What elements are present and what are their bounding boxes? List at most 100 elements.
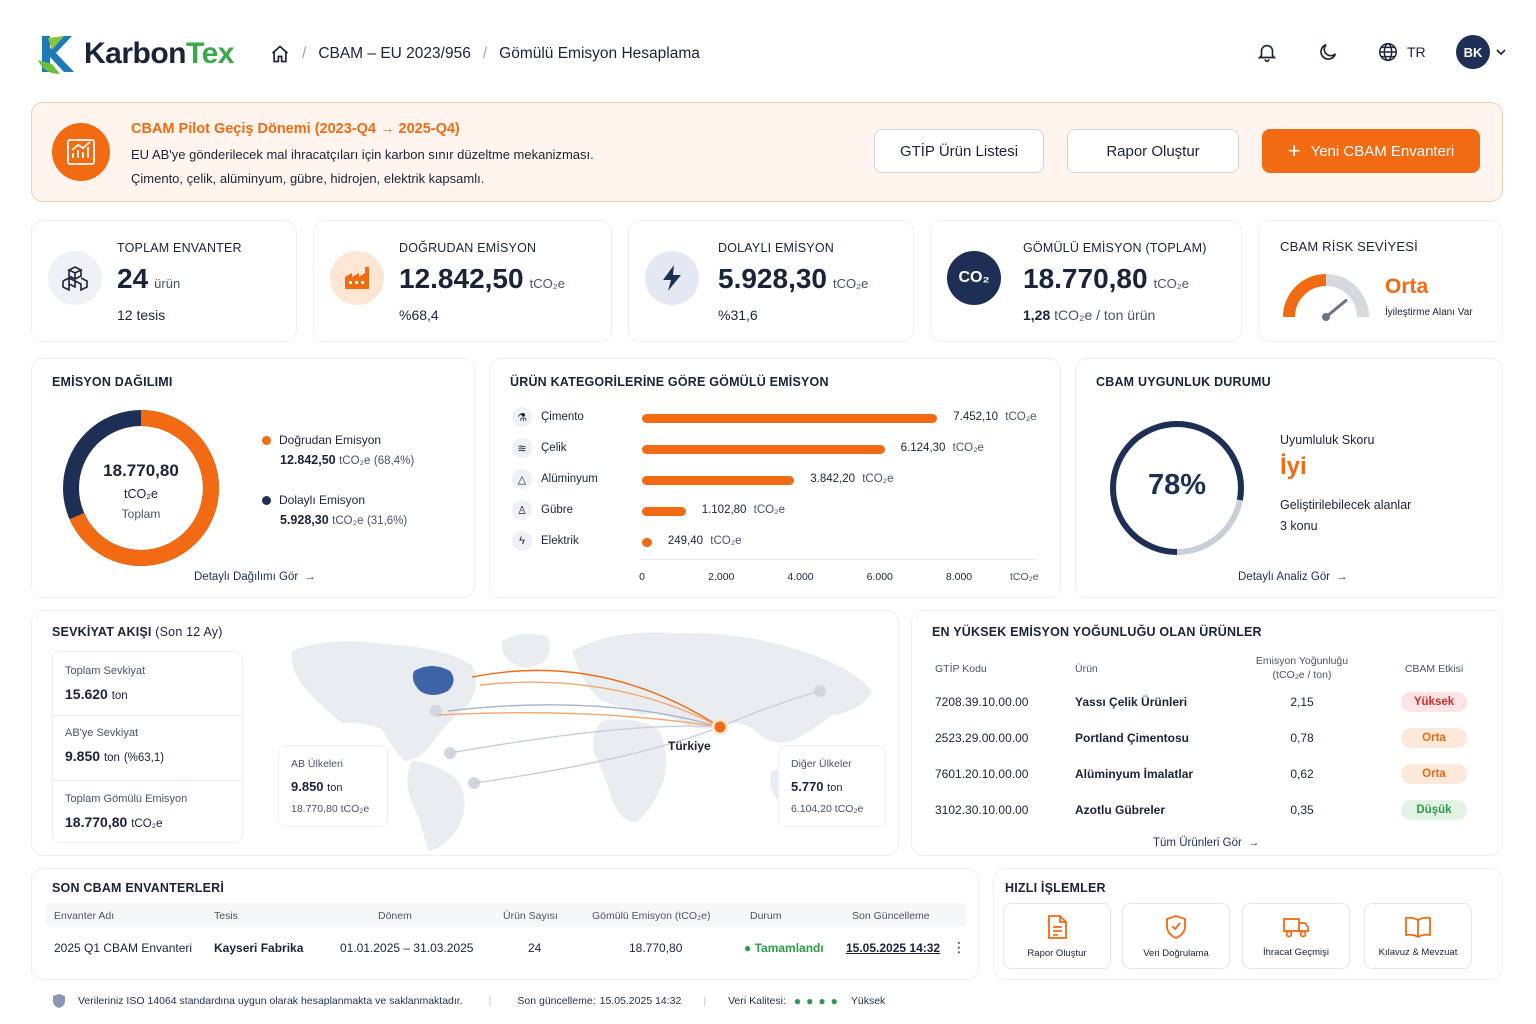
shipment-flow-card: SEVKİYAT AKIŞI (Son 12 Ay) Toplam Sevkiy…: [31, 610, 899, 856]
bar-category-label: Çimento: [541, 411, 584, 423]
cell-gtip: 2523.29.00.00.00: [935, 731, 1029, 745]
row-menu-icon[interactable]: ⋮: [952, 939, 966, 955]
cell-name: 2025 Q1 CBAM Envanteri: [54, 941, 193, 955]
breadcrumb-item-cbam[interactable]: CBAM – EU 2023/956: [318, 45, 471, 62]
donut-center-unit: tCO₂e: [123, 487, 159, 501]
kpi-total-inventory: TOPLAM ENVANTER 24 ürün 12 tesis: [31, 220, 297, 342]
column-header: Emisyon Yoğunluğu: [1255, 655, 1349, 667]
summary-label: AB'ye Sevkiyat: [65, 727, 139, 739]
summary-value: 9.850 ton (%63,1): [65, 748, 165, 764]
globe-icon: [1379, 43, 1397, 61]
cell-product: Yassı Çelik Ürünleri: [1075, 695, 1188, 709]
logo-text: KarbonTex: [84, 37, 234, 70]
new-cbam-label: Yeni CBAM Envanteri: [1310, 142, 1455, 160]
kpi-cbam-risk: CBAM RİSK SEVİYESİ Orta İyileştirme Alan…: [1258, 220, 1503, 342]
distribution-detail-link[interactable]: Detaylı Dağılımı Gör →: [194, 571, 316, 583]
table-header-row: [46, 903, 966, 927]
table-row[interactable]: 7208.39.10.00.00 Yassı Çelik Ürünleri 2,15…: [912, 692, 1504, 721]
column-header: Gömülü Emisyon (tCO₂e): [592, 910, 711, 922]
cell-count: 24: [528, 941, 542, 955]
compliance-card: CBAM UYGUNLUK DURUMU 78% Uyumluluk Skoru…: [1075, 358, 1503, 598]
bar-value-label: 3.842,20 tCO₂e: [810, 473, 894, 485]
shield-check-icon: [1166, 914, 1186, 939]
kpi-label: DOLAYLI EMİSYON: [718, 241, 834, 255]
app-logo[interactable]: KarbonTex: [34, 30, 244, 78]
map-origin-label: Türkiye: [668, 739, 711, 753]
gtip-list-button[interactable]: GTİP Ürün Listesi: [874, 129, 1044, 173]
compliance-ring: [1110, 421, 1244, 555]
lightning-icon: [645, 251, 699, 305]
cell-gtip: 7208.39.10.00.00: [935, 695, 1029, 709]
column-header: Ürün: [1075, 663, 1098, 675]
bar-value-label: 1.102,80 tCO₂e: [701, 504, 785, 516]
plus-icon: +: [1287, 138, 1301, 163]
chart-growth-icon: [52, 123, 110, 181]
kpi-sub: 12 tesis: [117, 307, 166, 323]
card-title: SON CBAM ENVANTERLERİ: [52, 881, 225, 895]
status-badge: Orta: [1401, 764, 1467, 784]
table-row[interactable]: 2025 Q1 CBAM Envanteri Kayseri Fabrika 0…: [32, 935, 980, 961]
legend-dot: [262, 495, 271, 505]
create-report-button[interactable]: Rapor Oluştur: [1067, 129, 1239, 173]
score-status: İyi: [1280, 453, 1307, 480]
x-axis-label: tCO₂e: [1010, 571, 1039, 583]
compliance-detail-link[interactable]: Detaylı Analiz Gör →: [1238, 571, 1348, 583]
footer-iso-text: Verileriniz ISO 14064 standardına uygun …: [78, 995, 463, 1007]
bar-4: [642, 538, 652, 547]
language-selector[interactable]: TR: [1377, 41, 1426, 63]
cbam-banner: CBAM Pilot Geçiş Dönemi (2023-Q4 → 2025-…: [31, 102, 1503, 202]
kpi-label: TOPLAM ENVANTER: [117, 241, 242, 255]
kpi-label: GÖMÜLÜ EMİSYON (TOPLAM): [1023, 241, 1207, 255]
card-title: SEVKİYAT AKIŞI (Son 12 Ay): [52, 625, 223, 639]
cell-updated[interactable]: 15.05.2025 14:32: [846, 941, 941, 955]
table-row[interactable]: 3102.30.10.00.00 Azotlu Gübreler 0,35 Düşük: [912, 800, 1504, 829]
arrow-right-icon: →: [1247, 837, 1260, 849]
bar-0: [642, 414, 938, 423]
category-emission-card: ÜRÜN KATEGORİLERİNE GÖRE GÖMÜLÜ EMİSYON …: [489, 358, 1061, 598]
avatar: BK: [1456, 35, 1490, 69]
kpi-label: DOĞRUDAN EMİSYON: [399, 241, 537, 255]
donut-direct-segment: [63, 410, 219, 566]
cell-intensity: 0,62: [1290, 767, 1314, 781]
bell-icon[interactable]: [1256, 41, 1278, 63]
card-title: ÜRÜN KATEGORİLERİNE GÖRE GÖMÜLÜ EMİSYON: [510, 375, 829, 389]
card-title: EN YÜKSEK EMİSYON YOĞUNLUĞU OLAN ÜRÜNLER: [932, 625, 1262, 639]
quick-action-export-history[interactable]: İhracat Geçmişi: [1242, 903, 1350, 969]
improve-value: 3 konu: [1280, 519, 1318, 533]
all-products-link[interactable]: Tüm Ürünleri Gör →: [1153, 837, 1260, 849]
column-header: (tCO₂e / ton): [1272, 669, 1332, 681]
bar-1: [642, 445, 885, 454]
language-label: TR: [1407, 44, 1426, 60]
card-title: CBAM UYGUNLUK DURUMU: [1096, 375, 1271, 389]
x-tick-label: 0: [639, 571, 645, 583]
factory-icon: [330, 251, 384, 305]
user-menu[interactable]: BK: [1456, 35, 1506, 69]
arrow-right-icon: →: [1336, 571, 1348, 583]
moon-icon[interactable]: [1317, 41, 1339, 63]
bar-category-label: Gübre: [541, 504, 573, 516]
risk-gauge: [1283, 274, 1369, 321]
new-cbam-inventory-button[interactable]: + Yeni CBAM Envanteri: [1262, 129, 1480, 173]
bar-category-label: Elektrik: [541, 535, 579, 547]
arrow-right-icon: →: [304, 571, 316, 583]
cubes-icon: [48, 251, 102, 305]
quick-action-report[interactable]: Rapor Oluştur: [1003, 903, 1111, 969]
flask-icon: ⚗: [512, 407, 532, 427]
table-row[interactable]: 7601.20.10.00.00 Alüminyum İmalatlar 0,62 O…: [912, 764, 1504, 793]
shipment-summary: Toplam Sevkiyat 15.620 ton AB'ye Sevkiya…: [52, 651, 243, 843]
x-tick-label: 6.000: [866, 571, 893, 583]
breadcrumb-separator: /: [302, 45, 307, 62]
home-icon[interactable]: [270, 44, 290, 64]
legend-direct: Doğrudan Emisyon 12.842,50 tCO₂e (68,4%): [262, 433, 414, 467]
status-badge: Yüksek: [1401, 692, 1467, 712]
risk-sub: İyileştirme Alanı Var: [1385, 307, 1473, 318]
table-row[interactable]: 2523.29.00.00.00 Portland Çimentosu 0,78 Or…: [912, 728, 1504, 757]
other-countries-box: Diğer Ülkeler 5.770 ton 6.104,20 tCO₂e: [778, 745, 886, 827]
quick-action-guide[interactable]: Kılavuz & Mevzuat: [1364, 903, 1472, 969]
breadcrumb: / CBAM – EU 2023/956 / Gömülü Emisyon He…: [270, 44, 700, 64]
bolt-icon: ϟ: [512, 531, 532, 551]
risk-value: Orta: [1385, 275, 1429, 298]
triangle-icon: △: [512, 469, 532, 489]
quick-action-validate[interactable]: Veri Doğrulama: [1122, 903, 1230, 969]
kpi-value: 12.842,50 tCO₂e: [399, 263, 565, 294]
